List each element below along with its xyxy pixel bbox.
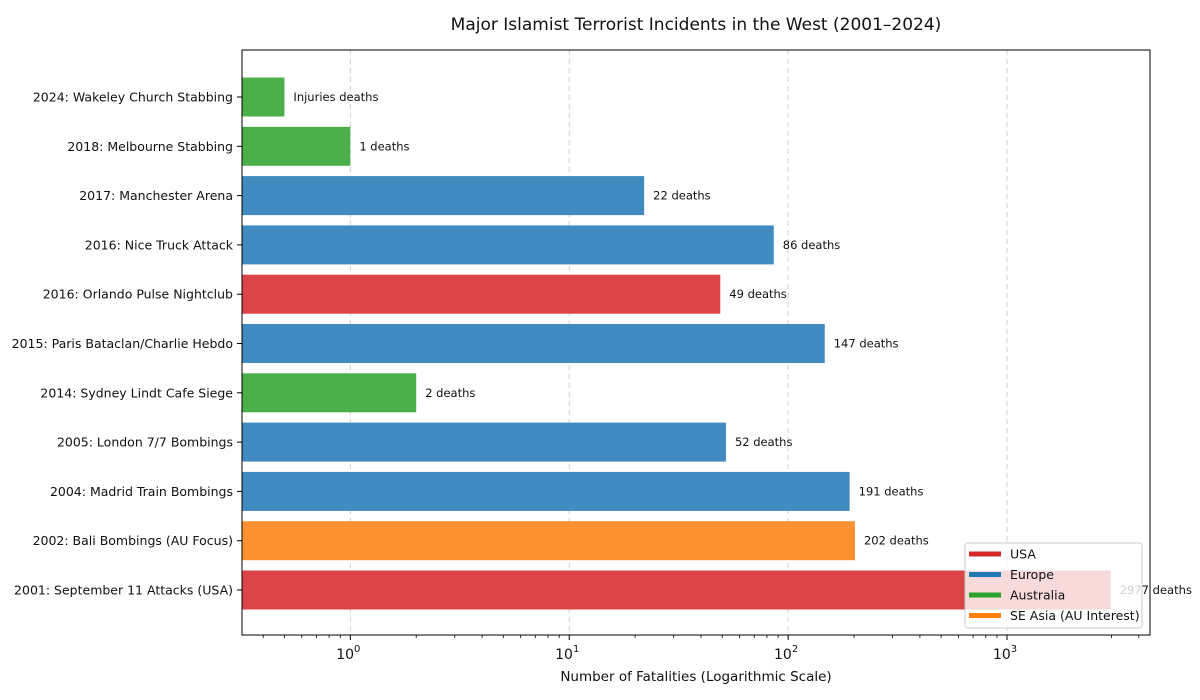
y-tick-label: 2002: Bali Bombings (AU Focus)	[33, 533, 233, 548]
legend-label: Europe	[1010, 567, 1054, 582]
y-tick-label: 2005: London 7/7 Bombings	[57, 435, 233, 450]
y-tick-label: 2024: Wakeley Church Stabbing	[33, 90, 233, 105]
bar-5	[242, 324, 825, 363]
data-label: 52 deaths	[735, 435, 793, 449]
data-label: 86 deaths	[783, 238, 841, 252]
data-label: 22 deaths	[653, 189, 711, 203]
data-label: 2 deaths	[425, 386, 475, 400]
x-tick-label: 103	[993, 644, 1017, 663]
y-tick-label: 2014: Sydney Lindt Cafe Siege	[40, 385, 233, 400]
legend-swatch	[969, 613, 1001, 618]
y-tick-label: 2004: Madrid Train Bombings	[50, 484, 233, 499]
x-tick-labels: 100 101 102 103	[262, 635, 1140, 663]
y-tick-label: 2001: September 11 Attacks (USA)	[14, 583, 233, 598]
chart-title: Major Islamist Terrorist Incidents in th…	[451, 15, 942, 35]
legend: USA Europe Australia SE Asia (AU Interest)	[964, 542, 1143, 629]
y-tick-label: 2016: Nice Truck Attack	[85, 237, 234, 252]
x-tick-label: 102	[774, 644, 798, 663]
bar-1	[242, 126, 351, 166]
x-tick-label: 100	[336, 644, 360, 663]
bar-2	[242, 176, 645, 216]
y-tick-label: 2017: Manchester Arena	[79, 188, 233, 203]
y-tick-label: 2016: Orlando Pulse Nightclub	[43, 287, 233, 302]
data-label: 202 deaths	[864, 534, 929, 548]
data-label: Injuries deaths	[293, 90, 378, 104]
legend-label: Australia	[1010, 588, 1065, 603]
x-axis-label: Number of Fatalities (Logarithmic Scale)	[560, 669, 831, 685]
legend-box	[964, 542, 1143, 629]
bar-4	[242, 274, 721, 314]
bar-8	[242, 471, 850, 511]
legend-swatch	[969, 592, 1001, 598]
y-tick-label: 2018: Melbourne Stabbing	[67, 139, 233, 154]
bar-3	[242, 225, 774, 265]
y-tick-labels: 2024: Wakeley Church Stabbing 2018: Melbo…	[12, 90, 242, 598]
x-tick-label: 101	[555, 644, 579, 663]
legend-label: SE Asia (AU Interest)	[1010, 608, 1140, 623]
bars	[242, 77, 1111, 610]
data-label: 49 deaths	[729, 287, 787, 301]
bar-9	[242, 521, 855, 561]
data-label: 147 deaths	[834, 337, 899, 351]
bar-7	[242, 422, 726, 462]
data-label: 1 deaths	[359, 139, 409, 153]
y-tick-label: 2015: Paris Bataclan/Charlie Hebdo	[12, 336, 233, 351]
legend-label: USA	[1010, 547, 1036, 562]
bar-0	[242, 77, 285, 117]
plot-frame	[241, 49, 1151, 636]
data-label: 191 deaths	[859, 484, 924, 498]
legend-swatch	[969, 572, 1001, 577]
bar-6	[242, 373, 417, 413]
legend-swatch	[969, 551, 1001, 557]
